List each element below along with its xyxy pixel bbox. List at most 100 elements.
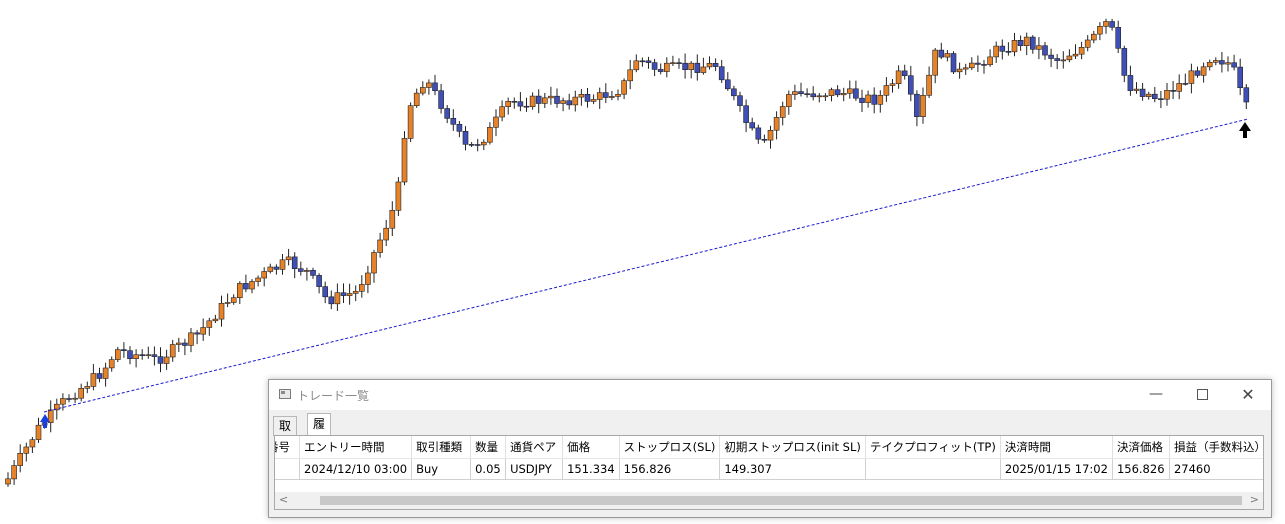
scroll-thumb[interactable] — [320, 496, 1242, 505]
candle-body — [456, 124, 463, 132]
candle-body — [377, 239, 383, 253]
candle-body — [615, 94, 621, 97]
candle-body — [53, 403, 60, 411]
candle-body — [108, 359, 115, 369]
candle-body — [316, 275, 322, 287]
scroll-left-icon[interactable]: < — [279, 493, 289, 506]
candle-body — [1164, 90, 1170, 100]
candle-body — [1225, 62, 1231, 65]
candle-body — [1023, 36, 1030, 46]
candle-body — [548, 95, 554, 99]
column-header[interactable]: 番号 — [275, 436, 300, 459]
candle-body — [66, 398, 72, 400]
candle-body — [554, 95, 560, 104]
tab-trades[interactable]: 取引 — [273, 416, 298, 451]
horizontal-scrollbar[interactable]: < > — [275, 492, 1263, 509]
candle-body — [846, 88, 853, 94]
candle-body — [883, 85, 890, 96]
candle-body — [29, 439, 36, 448]
candle-body — [115, 349, 121, 360]
candle-body — [224, 302, 231, 304]
candle-body — [926, 74, 932, 96]
candle-body — [895, 70, 902, 85]
candle-body — [487, 127, 493, 143]
table-cell — [275, 458, 300, 480]
column-header[interactable]: 通貨ペア — [505, 436, 564, 459]
column-header[interactable]: 決済時間 — [1000, 436, 1113, 459]
close-button[interactable]: ✕ — [1241, 385, 1255, 404]
candle-body — [950, 53, 957, 73]
candle-body — [395, 181, 402, 211]
candle-body — [1145, 93, 1152, 97]
candle-body — [1121, 48, 1128, 76]
candle-body — [541, 97, 548, 104]
table-row[interactable]: 2024/12/10 03:00 Buy 0.05 USDJPY 151.334 156.… — [275, 458, 1263, 480]
column-header[interactable]: 損益（手数料込） — [1169, 436, 1263, 459]
table-cell: 151.334 — [562, 458, 620, 480]
maximize-button[interactable] — [1179, 380, 1225, 410]
candle-body — [212, 318, 219, 322]
candle-body — [267, 266, 274, 272]
candle-body — [755, 127, 762, 140]
candle-body — [517, 101, 524, 107]
column-header[interactable]: テイクプロフィット(TP) — [865, 436, 1001, 459]
table-cell: 2024/12/10 03:00 — [299, 458, 413, 480]
candle-body — [767, 130, 774, 141]
history-table: 番号エントリー時間取引種類数量通貨ペア価格ストップロス(SL)初期ストップロス(… — [274, 435, 1264, 510]
candle-body — [596, 92, 603, 100]
candle-body — [78, 387, 84, 399]
candle-body — [17, 452, 24, 466]
candle-body — [572, 96, 579, 106]
candle-body — [743, 105, 749, 123]
candle-body — [249, 281, 255, 290]
table-cell: USDJPY — [505, 458, 564, 480]
candle-body — [127, 350, 133, 360]
window-title: トレード一覧 — [297, 389, 370, 403]
candle-body — [401, 138, 408, 183]
column-header[interactable]: ストップロス(SL) — [619, 436, 721, 459]
candle-body — [389, 210, 396, 229]
candle-body — [328, 296, 335, 305]
candle-body — [145, 354, 152, 357]
candle-body — [285, 256, 292, 261]
candle-body — [834, 89, 841, 96]
candle-body — [182, 342, 188, 346]
candle-body — [1036, 45, 1042, 50]
table-cell: 2025/01/15 17:02 — [1000, 458, 1113, 480]
table-cell: 156.826 — [1112, 458, 1170, 480]
column-header[interactable]: 初期ストップロス(init SL) — [719, 436, 866, 459]
candle-body — [352, 290, 359, 294]
candle-body — [938, 49, 945, 58]
candle-body — [96, 373, 103, 379]
title-bar[interactable]: トレード一覧 — ✕ — [269, 380, 1271, 410]
column-header[interactable]: 取引種類 — [411, 436, 472, 459]
candle-body — [1103, 21, 1109, 27]
candle-body — [499, 106, 505, 118]
candle-body — [237, 283, 243, 298]
candle-body — [1091, 33, 1097, 41]
scroll-right-icon[interactable]: > — [1249, 493, 1259, 506]
candle-body — [206, 320, 213, 328]
tab-history[interactable]: 履歴 — [307, 413, 332, 452]
candle-body — [853, 88, 859, 99]
maximize-icon — [1196, 388, 1208, 400]
candle-body — [1194, 70, 1201, 76]
column-header[interactable]: 決済価格 — [1112, 436, 1170, 459]
table-header: 番号エントリー時間取引種類数量通貨ペア価格ストップロス(SL)初期ストップロス(… — [275, 436, 1263, 459]
column-header[interactable]: エントリー時間 — [299, 436, 413, 459]
minimize-button[interactable]: — — [1149, 386, 1163, 402]
up-arrow-icon — [1239, 122, 1251, 138]
candle-body — [1078, 46, 1085, 55]
candle-body — [975, 62, 981, 65]
candle-body — [255, 277, 261, 282]
candle-body — [340, 292, 347, 296]
candle-body — [243, 283, 249, 290]
candle-body — [1048, 54, 1054, 59]
column-header[interactable]: 価格 — [562, 436, 620, 459]
column-header[interactable]: 数量 — [470, 436, 507, 459]
candle-body — [731, 88, 737, 97]
candle-body — [749, 122, 756, 129]
candle-body — [700, 66, 707, 73]
candle-body — [200, 327, 206, 335]
